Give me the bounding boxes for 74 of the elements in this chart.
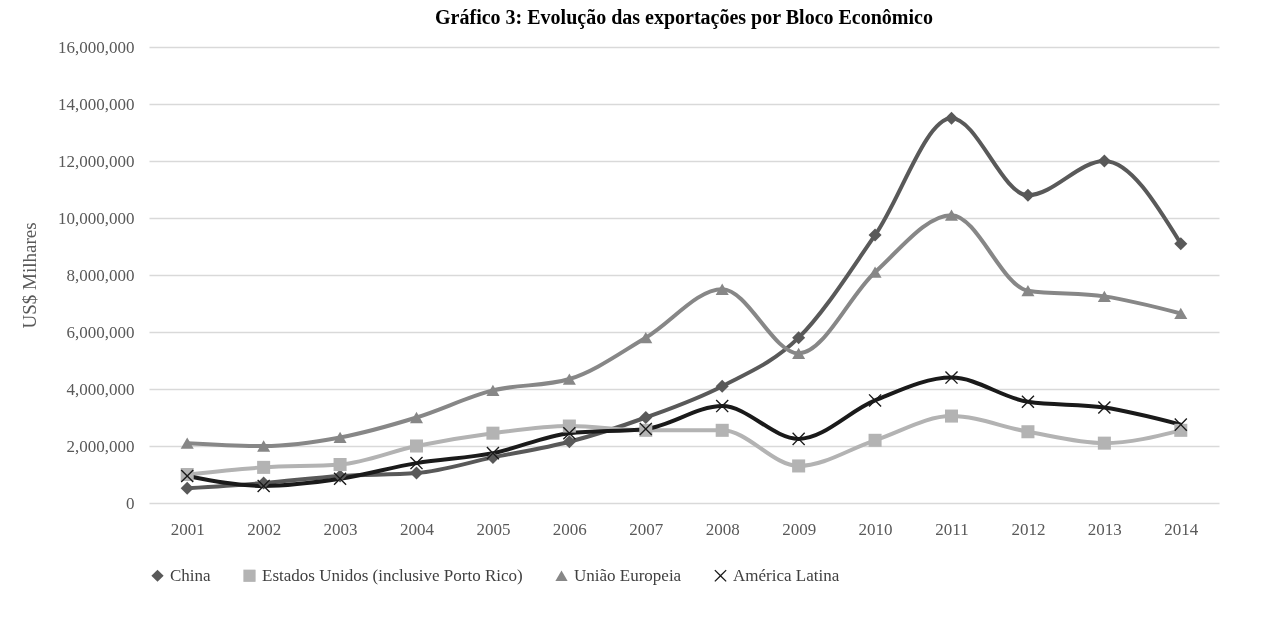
x-tick-label: 2009 <box>782 519 817 539</box>
y-tick-label: 6,000,000 <box>66 322 135 342</box>
point <box>715 283 729 295</box>
y-axis-title: US$ Milhares <box>19 222 40 329</box>
point <box>257 460 271 474</box>
point <box>639 332 653 344</box>
point <box>1021 395 1035 409</box>
point <box>1174 307 1188 320</box>
y-tick-label: 14,000,000 <box>58 94 135 114</box>
point <box>639 410 653 425</box>
x-tick-label: 2003 <box>323 519 358 539</box>
point <box>409 439 424 453</box>
y-tick-label: 8,000,000 <box>66 265 135 285</box>
y-tick-label: 16,000,000 <box>58 37 135 57</box>
x-tick-label: 2008 <box>705 519 740 539</box>
point <box>486 446 500 460</box>
y-tick-label: 2,000,000 <box>66 436 135 456</box>
point <box>1097 290 1111 303</box>
point <box>1174 418 1188 432</box>
legend-label: América Latina <box>733 565 840 585</box>
point <box>868 433 882 447</box>
legend-label: China <box>170 565 212 585</box>
point <box>562 426 576 440</box>
point <box>944 409 959 423</box>
point <box>944 111 959 125</box>
y-tick-label: 0 <box>126 493 135 513</box>
legend-label: União Europeia <box>574 565 682 585</box>
point <box>409 456 424 470</box>
point <box>1021 425 1035 439</box>
x-tick-label: 2013 <box>1087 519 1122 539</box>
chart-title: Gráfico 3: Evolução das exportações por Bloco Econômico <box>435 6 933 29</box>
point <box>1097 154 1111 168</box>
point <box>792 331 806 345</box>
point <box>715 423 729 437</box>
y-tick-label: 4,000,000 <box>66 379 135 399</box>
point <box>562 435 576 449</box>
y-tick-label: 10,000,000 <box>58 208 135 228</box>
x-tick-label: 2010 <box>858 519 893 539</box>
point <box>715 379 729 393</box>
x-tick-label: 2006 <box>552 519 587 539</box>
x-tick-label: 2005 <box>476 519 511 539</box>
point <box>944 371 959 385</box>
point <box>1097 401 1111 415</box>
point <box>486 426 500 440</box>
point <box>180 481 194 495</box>
point <box>792 459 806 473</box>
legend-label: Estados Unidos (inclusive Porto Rico) <box>262 565 523 585</box>
point <box>868 228 882 242</box>
point <box>180 437 194 449</box>
point <box>1097 436 1111 450</box>
point <box>868 266 882 278</box>
point <box>486 384 500 397</box>
point <box>715 399 729 413</box>
point <box>944 209 959 221</box>
point <box>409 411 424 424</box>
y-tick-label: 12,000,000 <box>58 151 135 171</box>
x-tick-label: 2007 <box>629 519 664 539</box>
point <box>1174 237 1188 251</box>
x-tick-label: 2004 <box>400 519 435 539</box>
point <box>868 393 882 407</box>
x-tick-label: 2001 <box>170 519 205 539</box>
point <box>792 432 806 446</box>
point <box>1021 188 1035 202</box>
x-tick-label: 2002 <box>247 519 282 539</box>
point <box>1021 285 1035 297</box>
point <box>409 466 424 480</box>
x-tick-label: 2011 <box>935 519 969 539</box>
point <box>333 458 347 472</box>
point <box>333 431 347 444</box>
point <box>562 373 576 385</box>
point <box>792 347 806 360</box>
point <box>257 440 271 452</box>
x-tick-label: 2014 <box>1164 519 1199 539</box>
x-tick-label: 2012 <box>1011 519 1046 539</box>
